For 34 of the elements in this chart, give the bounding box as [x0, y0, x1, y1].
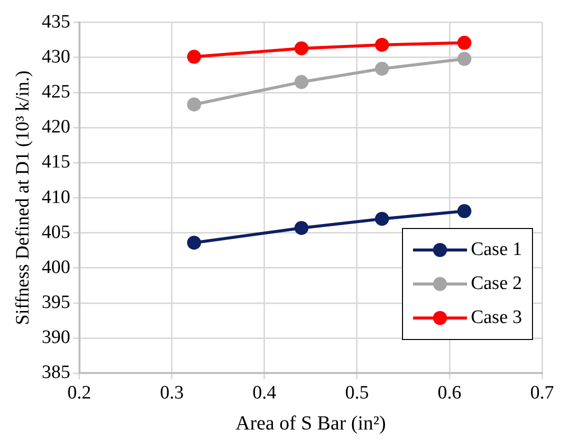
- x-tick-label: 0.5: [345, 382, 369, 404]
- y-axis-title: Siffness Defined at D1 (10³ k/in.): [12, 70, 34, 326]
- point: [374, 62, 389, 76]
- point: [294, 75, 308, 90]
- x-tick-label: 0.4: [252, 382, 277, 404]
- point: [374, 212, 389, 226]
- point: [457, 36, 472, 50]
- x-axis-title: Area of S Bar (in²): [236, 412, 386, 434]
- y-tick-label: 400: [42, 256, 70, 278]
- point: [187, 97, 202, 112]
- point: [294, 41, 308, 56]
- point: [457, 52, 472, 66]
- x-tick-label: 0.7: [530, 382, 554, 404]
- x-tick-label: 0.3: [160, 382, 184, 404]
- y-tick-label: 405: [42, 222, 70, 243]
- legend-label: Case 3: [470, 307, 522, 329]
- y-tick-label: 430: [42, 46, 70, 68]
- y-tick-label: 415: [42, 152, 70, 173]
- y-tick-label: 435: [42, 11, 70, 32]
- y-tick-label: 390: [42, 327, 70, 348]
- point: [294, 220, 308, 235]
- y-tick-label: 385: [42, 362, 70, 384]
- y-tick-label: 410: [42, 186, 70, 208]
- y-tick-label: 395: [42, 292, 70, 314]
- point: [187, 236, 202, 250]
- y-tick-label: 425: [42, 82, 70, 103]
- legend-label: Case 2: [470, 273, 522, 295]
- point: [187, 50, 202, 64]
- y-tick-label: 420: [42, 116, 70, 138]
- legend-label: Case 1: [470, 239, 522, 261]
- point: [457, 204, 472, 218]
- x-tick-label: 0.6: [438, 382, 462, 404]
- x-tick-label: 0.2: [67, 382, 92, 404]
- point: [374, 38, 389, 52]
